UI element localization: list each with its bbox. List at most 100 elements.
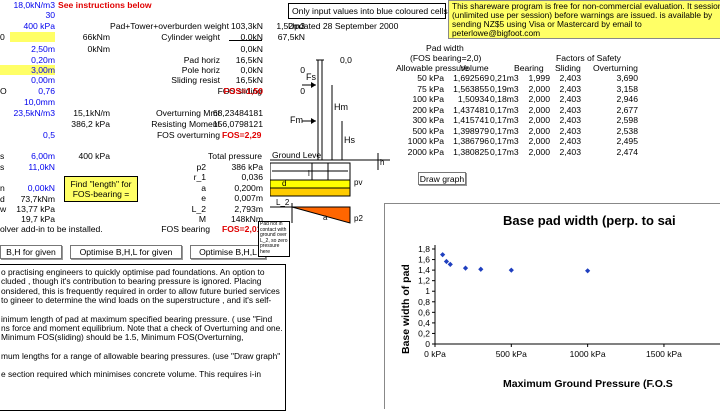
l2-label: L_2 bbox=[276, 198, 290, 207]
pad-table-cell-7-1: 1,380825 bbox=[453, 146, 489, 157]
pressure-value-1: 0,036 bbox=[241, 172, 263, 183]
input-value-8[interactable]: 0,76 bbox=[38, 86, 55, 96]
chart-area: Base pad width (perp. to sai Base width … bbox=[384, 203, 720, 409]
input-value-1[interactable]: 30 bbox=[45, 10, 55, 20]
calc-label-2: Pad horiz bbox=[183, 55, 220, 65]
col2-value-4: 400 kPa bbox=[78, 151, 110, 161]
underline bbox=[229, 40, 262, 41]
total-pressure-title: Total pressure bbox=[208, 151, 262, 161]
optimise-bh-button[interactable]: B,H for given bbox=[0, 245, 62, 259]
input-value-0[interactable]: 18,0kN/m3 bbox=[13, 0, 55, 10]
col4-value-0: 1,52m3 bbox=[276, 21, 305, 31]
pad-table-cell-4-5: 2,598 bbox=[616, 115, 638, 125]
fos-sliding-value: FOS=1,50 bbox=[223, 86, 263, 96]
y-tick-label: 1,2 bbox=[418, 276, 430, 286]
pad-table-cell-0-0: 50 kPa bbox=[417, 73, 444, 83]
pad-table-cell-5-0: 500 kPa bbox=[412, 125, 444, 136]
calc-label-0: Pad+Tower+overburden weight bbox=[110, 21, 229, 31]
pad-table-cell-3-5: 2,677 bbox=[616, 104, 638, 115]
calc-label-5: Overturning Mmt bbox=[156, 108, 220, 118]
chart-ticks: 00,20,40,60,811,21,41,61,8 0 kPa 500 kPa 10… bbox=[418, 244, 682, 359]
data-point bbox=[443, 258, 450, 265]
fm-label: Fm bbox=[290, 115, 303, 125]
y-tick-label: 0,6 bbox=[418, 307, 430, 317]
input-value-2[interactable]: 400 kPa bbox=[23, 21, 55, 31]
d-label: d bbox=[282, 179, 286, 188]
calc-label-4: Sliding resist bbox=[171, 75, 220, 85]
input-value-10[interactable]: 23,5kN/m3 bbox=[13, 108, 55, 118]
pad-table-cell-6-3: 2,000 bbox=[528, 136, 550, 146]
pad-table-cell-7-4: 2,403 bbox=[559, 146, 581, 157]
calc-value-6: 68,23484181 bbox=[212, 108, 263, 118]
input-value-9[interactable]: 10,0mm bbox=[23, 97, 55, 107]
x-axis-label: Maximum Ground Pressure (F.O.S bbox=[503, 378, 673, 390]
pressure-label-4: L_2 bbox=[191, 203, 206, 214]
updated-date: Updated 28 September 2000 bbox=[288, 21, 399, 31]
pad-table-cell-0-5: 3,690 bbox=[616, 73, 638, 83]
pad-table-cell-7-3: 2,000 bbox=[528, 146, 550, 157]
calc-value-3: 16,5kN bbox=[235, 55, 263, 65]
pad-table-cell-4-1: 1,415741 bbox=[453, 115, 489, 125]
solver-warning: olver add-in to be installed. bbox=[0, 224, 103, 234]
input-value-6[interactable]: 3,00m bbox=[0, 65, 55, 75]
draw-graph-button[interactable]: Draw graph bbox=[418, 172, 466, 185]
pad-table-cell-6-5: 2,495 bbox=[616, 136, 638, 146]
description-text: o practising engineers to quickly optimi… bbox=[1, 267, 283, 389]
input-value-7[interactable]: 0,00m bbox=[31, 75, 55, 85]
shareware-notice: This shareware program is free for non-c… bbox=[452, 1, 720, 38]
foundation-diagram: Fs Fm Hm Hs Ground Level h pv p2 l d L_2… bbox=[270, 59, 390, 224]
pad-table-cell-2-4: 2,403 bbox=[559, 94, 581, 104]
shareware-notice-box: This shareware program is free for non-c… bbox=[448, 0, 720, 39]
pad-table-cell-0-1: 1,692569 bbox=[453, 73, 489, 83]
pressure-label-0: p2 bbox=[196, 162, 206, 172]
pad-width-header: Pad width bbox=[426, 43, 464, 53]
optimise-bhl-button[interactable]: Optimise B,H,L bbox=[190, 245, 266, 259]
instructions-link[interactable]: See instructions below bbox=[58, 0, 152, 10]
find-length-box[interactable]: Find "length" for FOS-bearing = bbox=[64, 176, 138, 202]
pad-table-cell-7-0: 2000 kPa bbox=[407, 146, 444, 157]
fos-sliding-label: FOS sliding bbox=[217, 86, 262, 96]
input-value-14[interactable]: 0,00kN bbox=[27, 183, 55, 193]
calc-value-7: 156,0798121 bbox=[212, 119, 263, 129]
pressure-value-3: 0,007m bbox=[234, 193, 263, 204]
pressure-label-2: a bbox=[201, 182, 206, 193]
pad-table-cell-6-4: 2,403 bbox=[559, 136, 581, 146]
pad-table-cell-3-1: 1,437481 bbox=[453, 104, 489, 115]
input-value-13[interactable]: 11,0kN bbox=[28, 162, 55, 172]
input-value-12[interactable]: 6,00m bbox=[31, 151, 55, 161]
pad-table-cell-5-4: 2,403 bbox=[559, 125, 581, 136]
calc-value-2: 0,0kN bbox=[240, 44, 263, 54]
input-cell-empty[interactable] bbox=[10, 32, 55, 42]
pressure-value-4: 2,793m bbox=[234, 203, 263, 214]
input-value-4[interactable]: 2,50m bbox=[31, 44, 55, 54]
chart-title: Base pad width (perp. to sai bbox=[503, 213, 676, 228]
pad-table-cell-3-0: 200 kPa bbox=[412, 104, 444, 115]
cut-label-4: n bbox=[0, 183, 5, 193]
pad-table-cell-7-2: 0,17m3 bbox=[490, 146, 519, 157]
y-tick-label: 1,8 bbox=[418, 244, 430, 254]
calc-value-4: 0,0kN bbox=[240, 65, 263, 75]
cut-label-0: 0 bbox=[0, 32, 5, 42]
pad-table-cell-1-1: 1,563855 bbox=[453, 83, 489, 94]
description-box: o practising engineers to quickly optimi… bbox=[0, 264, 286, 411]
col2-value-2: 15,1kN/m bbox=[73, 108, 110, 118]
chart-points bbox=[440, 252, 591, 274]
col2-value-3: 386,2 kPa bbox=[71, 119, 110, 129]
input-value-5[interactable]: 0,20m bbox=[31, 55, 55, 65]
mid-zero: 0,0 bbox=[340, 55, 352, 65]
calc-label-3: Pole horiz bbox=[181, 65, 220, 75]
y-axis-label: Base width of pad bbox=[400, 264, 412, 354]
cut-label-6: w bbox=[0, 204, 7, 214]
description-paragraph: inimum length of pad at maximum specifie… bbox=[1, 313, 283, 343]
force-arrows bbox=[302, 82, 316, 124]
input-value-17: 19,7 kPa bbox=[21, 214, 55, 224]
optimise-bhl-given-button[interactable]: Optimise B,H,L for given bbox=[70, 245, 182, 259]
ground-level-label: Ground Level bbox=[272, 150, 323, 160]
pad-table-cell-0-4: 2,403 bbox=[559, 73, 581, 83]
pressure-label-3: e bbox=[201, 193, 206, 204]
calc-label-1: Cylinder weight bbox=[161, 32, 220, 42]
cut-label-2: s bbox=[0, 151, 5, 161]
input-value-11[interactable]: 0,5 bbox=[43, 130, 55, 140]
calc-value-5: 16,5kN bbox=[235, 75, 263, 85]
input-value-16: 13,77 kPa bbox=[16, 204, 55, 214]
